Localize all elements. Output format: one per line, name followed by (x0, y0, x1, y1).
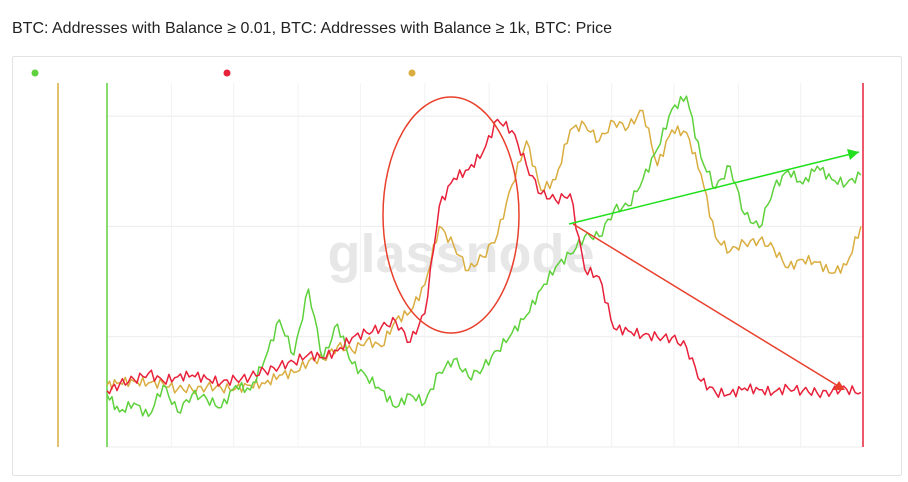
axes (57, 83, 864, 447)
legend-marker (408, 69, 416, 77)
series-line (106, 118, 862, 399)
annotation-arrow-green (568, 151, 860, 225)
legend (31, 69, 416, 77)
legend-item (408, 69, 416, 77)
legend-marker (31, 69, 39, 77)
annotation-ellipse (382, 96, 520, 334)
chart-panel: glassnode (12, 56, 902, 476)
series-layer (106, 95, 862, 418)
chart-title: BTC: Addresses with Balance ≥ 0.01, BTC:… (12, 20, 613, 37)
annotations (382, 96, 860, 390)
legend-item (31, 69, 39, 77)
annotation-arrow-red (572, 223, 844, 390)
grid (106, 83, 863, 448)
legend-marker (223, 69, 231, 77)
annotation-arrowhead-green (847, 149, 859, 160)
chart-svg: glassnode (31, 69, 864, 448)
watermark: glassnode (327, 224, 594, 284)
annotation-arrowhead-red (833, 381, 845, 390)
legend-item (223, 69, 231, 77)
